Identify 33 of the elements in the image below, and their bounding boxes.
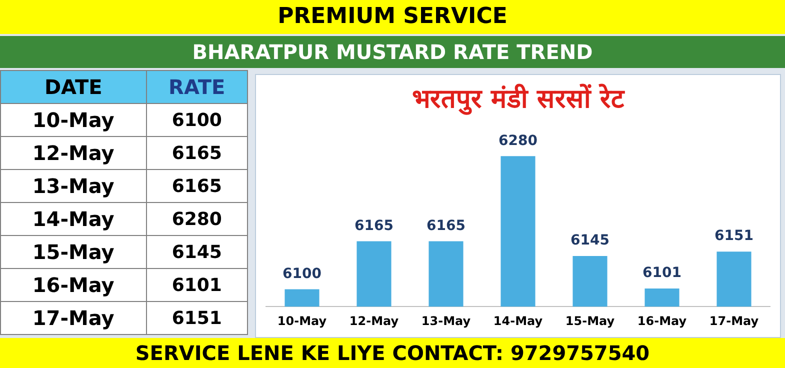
data-label: 6280 [146,202,248,236]
x-tick-label: 15-May [565,314,615,328]
footer-banner: SERVICE LENE KE LIYE CONTACT: 9729757540 [0,338,785,368]
header-banner: PREMIUM SERVICE [0,0,785,34]
data-label: 6145 [570,232,610,249]
x-tick-label: 17-May [709,314,759,328]
data-label: 6165 [426,218,466,234]
data-label: 6165 [146,136,248,170]
data-label: 6101 [146,268,248,302]
x-tick-label: 13-May [421,314,471,328]
data-label: 6151 [714,228,754,244]
x-tick-label: 14-May [493,314,543,328]
data-label: 6165 [354,218,394,234]
data-label: 6280 [498,132,538,149]
subheader-banner: BHARATPUR MUSTARD RATE TREND [0,36,785,68]
text: DATE [0,70,146,104]
data-label: 6165 [146,170,248,202]
data-label: 6101 [642,265,682,282]
category-label: 13-May [0,170,146,202]
text: RATE [146,70,248,104]
data-label: 6151 [146,302,248,334]
category-label: 16-May [0,268,146,302]
x-tick-label: 16-May [637,314,687,328]
category-label: 12-May [0,136,146,170]
x-tick-label: 12-May [349,314,399,328]
data-label: 6100 [282,266,322,282]
category-label: 14-May [0,202,146,236]
x-tick-label: 10-May [277,314,327,328]
chart-title: भरतपुर मंडी सरसों रेट [412,83,626,116]
data-label: 6145 [146,236,248,268]
category-label: 10-May [0,104,146,136]
data-label: 6100 [146,104,248,136]
category-label: 15-May [0,236,146,268]
